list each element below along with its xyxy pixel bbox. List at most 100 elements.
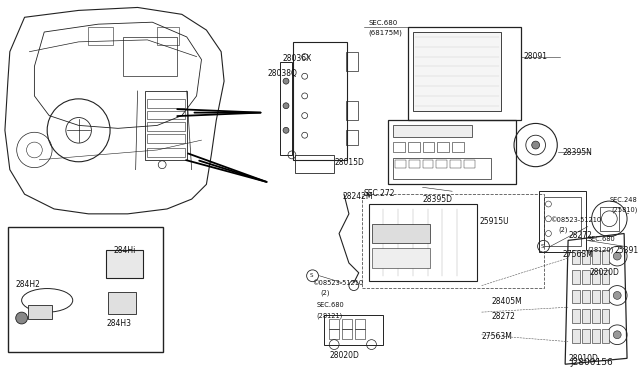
Bar bbox=[395, 160, 406, 168]
Bar bbox=[572, 329, 580, 343]
Bar bbox=[108, 292, 136, 314]
Text: 28242M: 28242M bbox=[342, 192, 372, 201]
Text: 28010D: 28010D bbox=[568, 355, 598, 363]
Text: 28015D: 28015D bbox=[334, 158, 364, 167]
Bar bbox=[409, 160, 420, 168]
Bar bbox=[452, 142, 464, 152]
Bar bbox=[388, 121, 516, 185]
Bar bbox=[600, 207, 619, 231]
Bar bbox=[464, 160, 475, 168]
Bar bbox=[346, 52, 358, 71]
Bar bbox=[147, 122, 185, 131]
Text: 25391: 25391 bbox=[614, 246, 639, 255]
Text: 27563M: 27563M bbox=[481, 332, 513, 341]
Bar bbox=[393, 142, 405, 152]
Text: 28020D: 28020D bbox=[329, 352, 359, 360]
Bar bbox=[582, 270, 589, 283]
Text: ©08523-51210: ©08523-51210 bbox=[312, 280, 364, 286]
Bar bbox=[157, 27, 179, 45]
Bar bbox=[393, 125, 472, 137]
Bar bbox=[602, 250, 609, 264]
Text: (28120): (28120) bbox=[588, 246, 614, 253]
Text: 284H2: 284H2 bbox=[16, 280, 40, 289]
Bar bbox=[572, 250, 580, 264]
Bar bbox=[602, 329, 609, 343]
Text: 28395N: 28395N bbox=[562, 148, 592, 157]
Bar bbox=[393, 158, 492, 179]
Circle shape bbox=[16, 312, 28, 324]
Text: S: S bbox=[541, 244, 544, 249]
Bar bbox=[346, 101, 358, 121]
Text: SEC.680: SEC.680 bbox=[369, 20, 398, 26]
Bar bbox=[450, 160, 461, 168]
Bar bbox=[371, 224, 431, 243]
Bar bbox=[591, 270, 600, 283]
Text: 27563M: 27563M bbox=[562, 250, 593, 259]
Bar bbox=[437, 142, 449, 152]
Text: 28038Q: 28038Q bbox=[268, 69, 297, 78]
Text: SEC.680: SEC.680 bbox=[316, 302, 344, 308]
Bar bbox=[436, 160, 447, 168]
Bar bbox=[591, 329, 600, 343]
Bar bbox=[106, 250, 143, 278]
Circle shape bbox=[613, 292, 621, 299]
Bar bbox=[582, 250, 589, 264]
Bar bbox=[591, 250, 600, 264]
Text: (2): (2) bbox=[558, 227, 568, 233]
Text: (25810): (25810) bbox=[611, 207, 637, 214]
Circle shape bbox=[613, 331, 621, 339]
Bar bbox=[28, 305, 52, 319]
Text: 28020D: 28020D bbox=[589, 268, 620, 277]
Bar bbox=[293, 42, 347, 160]
Text: (2): (2) bbox=[321, 289, 330, 296]
Text: 28272: 28272 bbox=[492, 312, 515, 321]
Bar bbox=[280, 61, 292, 155]
Text: SEC.680: SEC.680 bbox=[588, 237, 616, 243]
Bar bbox=[408, 27, 521, 121]
Bar bbox=[346, 130, 358, 145]
Text: ©08523-51210: ©08523-51210 bbox=[550, 217, 602, 223]
Bar bbox=[329, 319, 339, 329]
Bar bbox=[342, 319, 352, 329]
Bar bbox=[602, 270, 609, 283]
Circle shape bbox=[283, 78, 289, 84]
Circle shape bbox=[613, 252, 621, 260]
Bar bbox=[295, 155, 334, 173]
Circle shape bbox=[532, 141, 540, 149]
Bar bbox=[355, 329, 365, 339]
Bar bbox=[602, 309, 609, 323]
Bar bbox=[369, 204, 477, 281]
Bar bbox=[371, 248, 431, 268]
Text: 25915U: 25915U bbox=[479, 217, 509, 226]
Text: J2800156: J2800156 bbox=[570, 358, 613, 367]
Bar bbox=[422, 142, 435, 152]
Text: SEC.272: SEC.272 bbox=[364, 189, 395, 198]
Bar bbox=[591, 289, 600, 303]
Bar bbox=[324, 315, 383, 344]
Bar bbox=[602, 289, 609, 303]
Bar bbox=[123, 37, 177, 76]
Circle shape bbox=[283, 103, 289, 109]
Bar bbox=[362, 194, 543, 288]
Circle shape bbox=[283, 127, 289, 133]
Bar bbox=[329, 329, 339, 339]
Bar bbox=[572, 270, 580, 283]
Bar bbox=[582, 309, 589, 323]
Bar bbox=[342, 329, 352, 339]
Text: 28272: 28272 bbox=[568, 231, 592, 240]
Text: 284H3: 284H3 bbox=[106, 319, 131, 328]
Text: 28395D: 28395D bbox=[422, 195, 452, 204]
Text: 28091: 28091 bbox=[524, 52, 548, 61]
Text: 28405M: 28405M bbox=[492, 297, 522, 307]
Bar bbox=[408, 142, 420, 152]
Bar bbox=[582, 289, 589, 303]
Bar bbox=[147, 148, 185, 157]
Bar bbox=[88, 27, 113, 45]
Bar bbox=[591, 309, 600, 323]
Text: 284Hi: 284Hi bbox=[113, 246, 136, 255]
Bar bbox=[147, 110, 185, 119]
Bar bbox=[8, 227, 163, 352]
Bar bbox=[147, 99, 185, 108]
Bar bbox=[147, 134, 185, 143]
Text: S: S bbox=[310, 273, 313, 278]
